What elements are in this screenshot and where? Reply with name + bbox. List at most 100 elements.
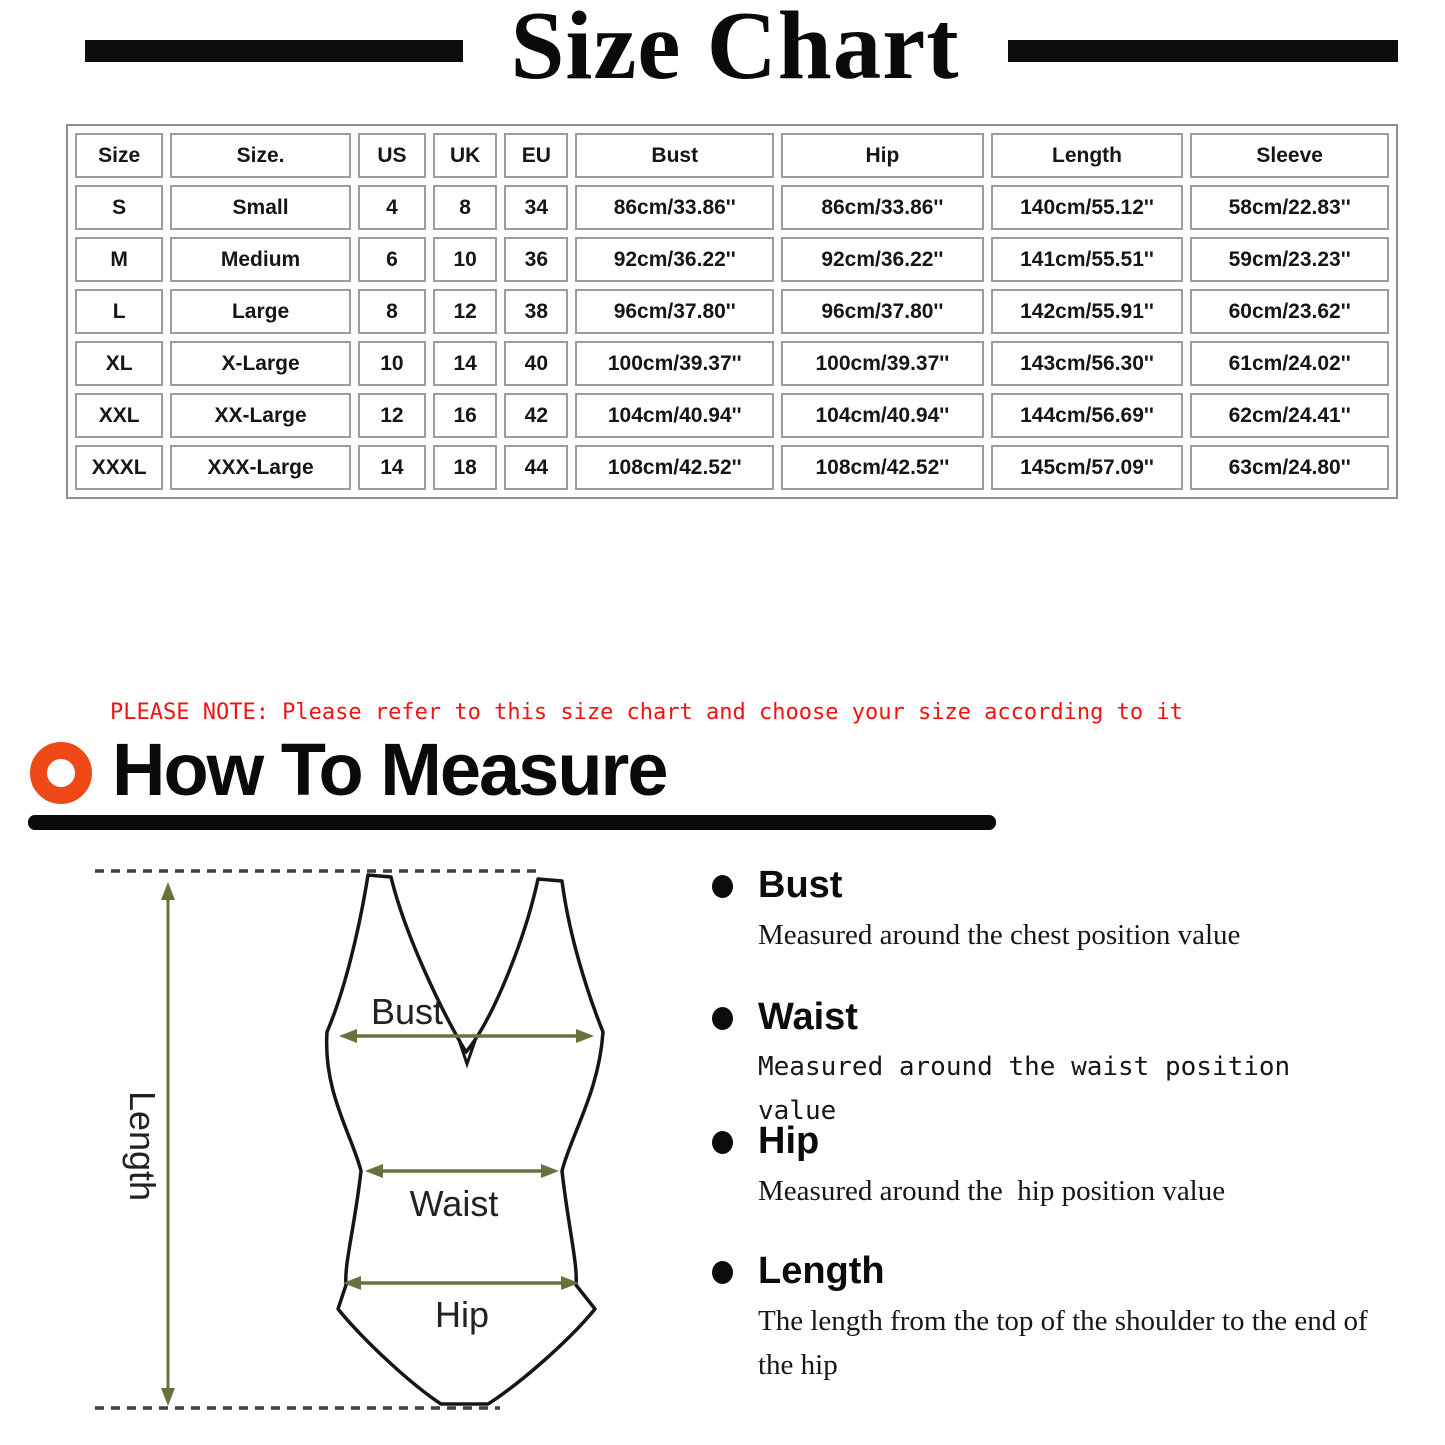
table-cell: Small bbox=[170, 185, 351, 230]
table-cell: 108cm/42.52'' bbox=[575, 445, 775, 490]
table-cell: XXL bbox=[75, 393, 164, 438]
table-cell: 60cm/23.62'' bbox=[1190, 289, 1389, 334]
table-cell: XXXL bbox=[75, 445, 164, 490]
table-cell: 10 bbox=[433, 237, 498, 282]
table-row: L Large 8 12 38 96cm/37.80'' 96cm/37.80'' 142cm… bbox=[75, 289, 1389, 334]
diagram-hip-label: Hip bbox=[435, 1294, 489, 1335]
bullet-icon bbox=[712, 875, 733, 898]
table-cell: 100cm/39.37'' bbox=[781, 341, 984, 386]
column-header: Length bbox=[990, 133, 1184, 178]
measure-item-label: Length bbox=[758, 1250, 885, 1292]
measure-item-label: Bust bbox=[758, 864, 843, 906]
measure-item-label: Waist bbox=[758, 996, 858, 1038]
table-row: S Small 4 8 34 86cm/33.86'' 86cm/33.86'' 140cm/… bbox=[75, 185, 1389, 230]
neck-notch bbox=[457, 1039, 477, 1069]
table-cell: 143cm/56.30'' bbox=[990, 341, 1184, 386]
table-cell: 14 bbox=[433, 341, 498, 386]
waist-arrow bbox=[365, 1164, 559, 1178]
bullet-icon bbox=[712, 1131, 733, 1154]
bullet-icon bbox=[712, 1007, 733, 1030]
table-cell: 4 bbox=[357, 185, 427, 230]
table-row: XXL XX-Large 12 16 42 104cm/40.94'' 104cm/40.9… bbox=[75, 393, 1389, 438]
table-cell: 86cm/33.86'' bbox=[575, 185, 775, 230]
table-cell: 40 bbox=[504, 341, 569, 386]
bust-arrow bbox=[339, 1029, 594, 1043]
table-cell: 42 bbox=[504, 393, 569, 438]
table-cell: XL bbox=[75, 341, 164, 386]
table-cell: 6 bbox=[357, 237, 427, 282]
measure-item-bust: Bust Measured around the chest position … bbox=[712, 862, 1352, 957]
table-cell: 62cm/24.41'' bbox=[1190, 393, 1389, 438]
measure-item-desc: Measured around the waist position value bbox=[758, 1052, 1306, 1126]
diagram-bust-label: Bust bbox=[371, 991, 443, 1032]
title-left-bar bbox=[85, 40, 463, 62]
table-cell: 96cm/37.80'' bbox=[781, 289, 984, 334]
measure-diagram: Bust Waist Hip Length bbox=[95, 869, 605, 1410]
measure-item-waist: Waist Measured around the waist position… bbox=[712, 994, 1352, 1133]
table-cell: 16 bbox=[433, 393, 498, 438]
size-table-head-row: Size Size. US UK EU Bust Hip Length Sleeve bbox=[75, 133, 1389, 178]
column-header: EU bbox=[504, 133, 569, 178]
table-cell: 92cm/36.22'' bbox=[575, 237, 775, 282]
table-cell: 8 bbox=[433, 185, 498, 230]
column-header: Bust bbox=[575, 133, 775, 178]
table-cell: 144cm/56.69'' bbox=[990, 393, 1184, 438]
table-cell: XXX-Large bbox=[170, 445, 351, 490]
table-cell: L bbox=[75, 289, 164, 334]
table-cell: 34 bbox=[504, 185, 569, 230]
diagram-waist-label: Waist bbox=[410, 1183, 499, 1224]
table-row: XL X-Large 10 14 40 100cm/39.37'' 100cm/39.37'… bbox=[75, 341, 1389, 386]
table-cell: 14 bbox=[357, 445, 427, 490]
ring-icon bbox=[30, 742, 92, 804]
table-row: M Medium 6 10 36 92cm/36.22'' 92cm/36.22'' 141c… bbox=[75, 237, 1389, 282]
table-cell: 12 bbox=[433, 289, 498, 334]
table-cell: 141cm/55.51'' bbox=[990, 237, 1184, 282]
measure-item-hip: Hip Measured around the hip position val… bbox=[712, 1118, 1352, 1213]
table-cell: 104cm/40.94'' bbox=[781, 393, 984, 438]
table-cell: 142cm/55.91'' bbox=[990, 289, 1184, 334]
table-cell: 44 bbox=[504, 445, 569, 490]
table-cell: 61cm/24.02'' bbox=[1190, 341, 1389, 386]
measure-item-desc: Measured around the hip position value bbox=[758, 1175, 1226, 1207]
table-cell: 59cm/23.23'' bbox=[1190, 237, 1389, 282]
measure-item-desc: Measured around the chest position value bbox=[758, 919, 1241, 951]
title-right-bar bbox=[1008, 40, 1398, 62]
table-cell: 100cm/39.37'' bbox=[575, 341, 775, 386]
table-cell: X-Large bbox=[170, 341, 351, 386]
table-cell: 8 bbox=[357, 289, 427, 334]
measure-item-length: Length The length from the top of the sh… bbox=[712, 1248, 1368, 1387]
column-header: Size. bbox=[170, 133, 351, 178]
measure-item-label: Hip bbox=[758, 1120, 820, 1162]
diagram-length-label: Length bbox=[122, 1091, 163, 1201]
table-cell: 86cm/33.86'' bbox=[781, 185, 984, 230]
table-cell: 36 bbox=[504, 237, 569, 282]
size-note: PLEASE NOTE: Please refer to this size c… bbox=[110, 700, 1183, 725]
table-row: XXXL XXX-Large 14 18 44 108cm/42.52'' 108cm/42… bbox=[75, 445, 1389, 490]
table-cell: 145cm/57.09'' bbox=[990, 445, 1184, 490]
table-cell: S bbox=[75, 185, 164, 230]
hip-arrow bbox=[343, 1276, 579, 1290]
table-cell: 12 bbox=[357, 393, 427, 438]
table-cell: 58cm/22.83'' bbox=[1190, 185, 1389, 230]
column-header: Sleeve bbox=[1190, 133, 1389, 178]
table-cell: Medium bbox=[170, 237, 351, 282]
heading-underline bbox=[28, 815, 996, 830]
bullet-icon bbox=[712, 1261, 733, 1284]
table-cell: 104cm/40.94'' bbox=[575, 393, 775, 438]
table-cell: M bbox=[75, 237, 164, 282]
table-cell: 63cm/24.80'' bbox=[1190, 445, 1389, 490]
measure-heading: How To Measure bbox=[112, 728, 668, 811]
column-header: Hip bbox=[781, 133, 984, 178]
table-cell: 10 bbox=[357, 341, 427, 386]
column-header: UK bbox=[433, 133, 498, 178]
column-header: US bbox=[357, 133, 427, 178]
table-cell: XX-Large bbox=[170, 393, 351, 438]
table-cell: 18 bbox=[433, 445, 498, 490]
table-cell: 108cm/42.52'' bbox=[781, 445, 984, 490]
table-cell: 140cm/55.12'' bbox=[990, 185, 1184, 230]
measure-item-desc: The length from the top of the shoulder … bbox=[758, 1305, 1375, 1381]
size-table-body: S Small 4 8 34 86cm/33.86'' 86cm/33.86'' 140cm/… bbox=[75, 185, 1389, 490]
length-arrow bbox=[161, 882, 175, 1406]
size-table: Size Size. US UK EU Bust Hip Length Sleeve S Smal… bbox=[66, 124, 1398, 499]
